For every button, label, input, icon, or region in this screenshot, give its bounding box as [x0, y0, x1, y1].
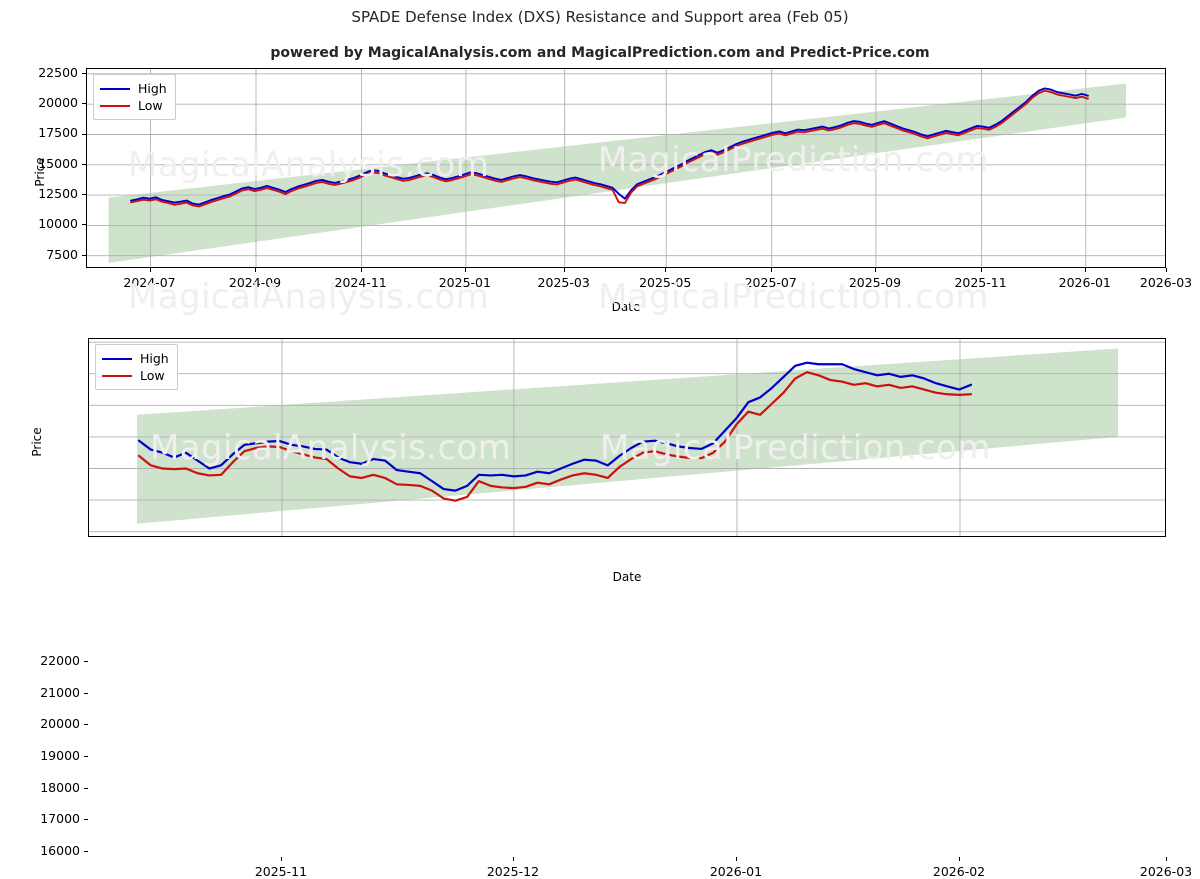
- y-axis-tick-label: 17500: [38, 125, 78, 141]
- page-title: SPADE Defense Index (DXS) Resistance and…: [351, 8, 849, 26]
- y-axis-tick-label: 15000: [38, 155, 78, 171]
- x-axis-tick-label: 2024-11: [334, 275, 387, 290]
- x-axis-tick-mark: [665, 268, 667, 272]
- series-line-high: [137, 361, 973, 492]
- x-axis-tick-mark: [464, 268, 466, 272]
- y-axis-tick-mark: [82, 194, 86, 196]
- x-axis-tick-label: 2026-01: [1058, 275, 1111, 290]
- x-axis-tick-mark: [255, 268, 256, 272]
- series-line-low: [137, 371, 973, 502]
- y-axis-tick-label: 19000: [40, 747, 80, 763]
- y-axis-tick-mark: [84, 661, 88, 663]
- x-axis-tick-mark: [1084, 268, 1086, 272]
- y-axis-tick-label: 12500: [38, 186, 78, 202]
- x-axis-tick-mark: [736, 857, 737, 861]
- y-axis-tick-mark: [82, 72, 86, 74]
- x-axis-tick-label: 2025-11: [254, 864, 308, 879]
- x-axis-tick-label: 2025-11: [954, 275, 1007, 290]
- legend-item-high[interactable]: High: [100, 80, 167, 97]
- x-axis-tick-label: 2025-03: [537, 275, 590, 290]
- series-line-high: [130, 87, 1089, 206]
- support-resistance-band: [137, 348, 1118, 524]
- legend-label: High: [140, 351, 169, 366]
- x-axis-tick-label: 2026-03: [1139, 275, 1193, 290]
- legend-label: High: [138, 81, 167, 96]
- x-axis-tick-mark: [1166, 268, 1167, 272]
- legend-item-low[interactable]: Low: [100, 97, 167, 114]
- zoom-plot-area: [88, 338, 1166, 537]
- x-axis-tick-mark: [563, 268, 565, 272]
- x-axis-tick-mark: [874, 268, 876, 272]
- overview-plot-area: [86, 68, 1166, 268]
- x-axis-tick-mark: [281, 857, 282, 861]
- legend-color-swatch: [100, 104, 130, 107]
- legend-item-low[interactable]: Low: [102, 367, 169, 384]
- x-axis-tick-mark: [770, 268, 772, 272]
- y-axis-tick-mark: [82, 254, 86, 256]
- x-axis-tick-label: 2025-12: [486, 864, 540, 879]
- x-axis-tick-label: 2024-09: [228, 275, 282, 290]
- y-axis-tick-label: 21000: [40, 684, 80, 700]
- zoom-legend: High Low: [95, 344, 178, 390]
- zoom-x-axis-label: Date: [612, 570, 642, 584]
- overview-chart: Price Date 7500 10000 12500 15000 17500 20000…: [0, 0, 1200, 320]
- legend-label: Low: [138, 98, 163, 113]
- y-axis-tick-mark: [84, 692, 88, 694]
- x-axis-tick-label: 2025-05: [639, 275, 692, 290]
- overview-x-axis-label: Date: [611, 300, 641, 314]
- x-axis-tick-mark: [1166, 857, 1167, 861]
- y-axis-tick-label: 17000: [40, 811, 80, 827]
- x-axis-tick-label: 2026-01: [709, 864, 763, 879]
- overview-y-axis-label: Price: [33, 157, 47, 187]
- legend-label: Low: [140, 368, 165, 383]
- series-line-low: [130, 89, 1089, 208]
- y-axis-tick-label: 20000: [40, 716, 80, 732]
- y-axis-tick-label: 18000: [40, 779, 80, 795]
- y-axis-tick-mark: [84, 787, 88, 789]
- zoom-y-axis-label: Price: [30, 427, 44, 457]
- x-axis-tick-label: 2025-01: [438, 275, 491, 290]
- y-axis-tick-mark: [84, 850, 88, 852]
- y-axis-tick-mark: [84, 755, 88, 757]
- x-axis-tick-mark: [959, 857, 960, 861]
- x-axis-tick-label: 2026-02: [932, 864, 986, 879]
- y-axis-tick-label: 22500: [38, 64, 78, 80]
- x-axis-tick-label: 2025-07: [744, 275, 797, 290]
- y-axis-tick-mark: [82, 224, 86, 226]
- y-axis-tick-label: 7500: [46, 246, 78, 262]
- x-axis-tick-label: 2024-07: [123, 275, 176, 290]
- legend-color-swatch: [100, 87, 130, 90]
- legend-item-high[interactable]: High: [102, 350, 169, 367]
- zoom-chart: Price Date 16000 17000 18000 19000 20000 2100…: [0, 320, 1200, 879]
- y-axis-tick-label: 20000: [38, 95, 78, 111]
- x-axis-tick-mark: [512, 857, 514, 861]
- overview-legend: High Low: [93, 74, 176, 120]
- page-subtitle: powered by MagicalAnalysis.com and Magic…: [270, 45, 930, 61]
- x-axis-tick-mark: [149, 268, 151, 272]
- y-axis-tick-label: 16000: [40, 842, 80, 858]
- y-axis-tick-mark: [82, 163, 86, 165]
- support-resistance-band: [108, 83, 1127, 263]
- y-axis-tick-label: 10000: [38, 216, 78, 232]
- y-axis-tick-mark: [82, 133, 86, 135]
- x-axis-tick-label: 2026-03: [1139, 864, 1193, 879]
- legend-color-swatch: [102, 357, 132, 360]
- x-axis-tick-mark: [980, 268, 982, 272]
- y-axis-tick-label: 22000: [40, 653, 80, 669]
- y-axis-tick-mark: [84, 724, 88, 726]
- x-axis-tick-mark: [360, 268, 362, 272]
- x-axis-tick-label: 2025-09: [848, 275, 902, 290]
- y-axis-tick-mark: [82, 103, 86, 105]
- y-axis-tick-mark: [84, 819, 88, 821]
- legend-color-swatch: [102, 374, 132, 377]
